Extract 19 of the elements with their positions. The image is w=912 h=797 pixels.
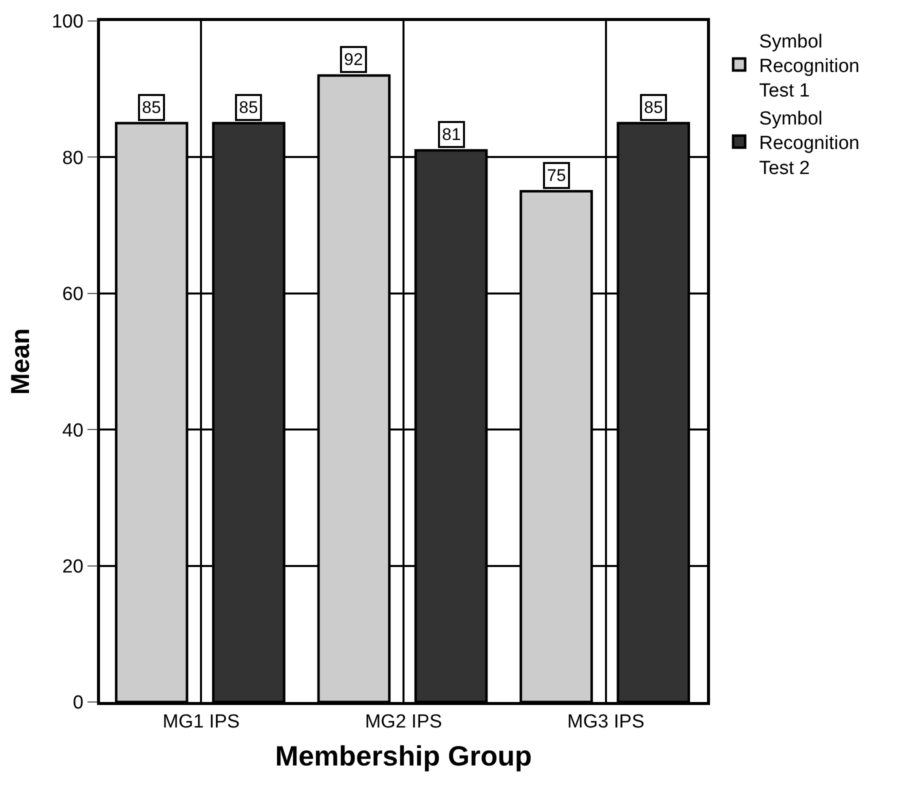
data-label: 85 [239, 98, 258, 117]
x-tick-label: MG1 IPS [162, 712, 240, 733]
data-label: 92 [344, 50, 363, 69]
data-label: 85 [644, 98, 663, 117]
data-label: 81 [442, 125, 461, 144]
legend-label: Symbol Recognition Test 1 [759, 31, 860, 102]
x-tick-label: MG2 IPS [364, 712, 442, 733]
y-tick-label: 0 [72, 692, 84, 714]
data-label: 85 [142, 98, 161, 117]
legend-label: Symbol Recognition Test 2 [759, 108, 860, 179]
y-axis-title: Mean [5, 328, 36, 395]
y-tick-label: 80 [62, 148, 84, 169]
y-tick-label: 100 [52, 12, 84, 33]
x-tick-label: MG3 IPS [567, 712, 644, 733]
y-tick-label: 60 [62, 284, 84, 306]
y-tick-label: 20 [62, 556, 84, 578]
y-tick-label: 40 [62, 420, 84, 442]
x-axis-title: Membership Group [275, 740, 532, 772]
data-label: 75 [547, 166, 566, 185]
